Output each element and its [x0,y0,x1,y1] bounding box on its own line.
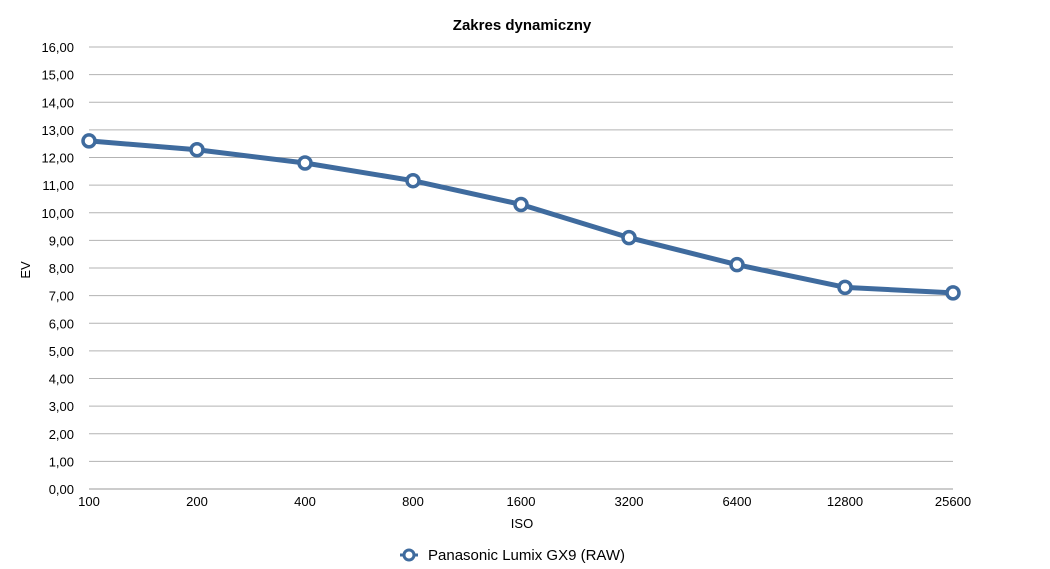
series-line [86,138,956,296]
x-tick-label: 400 [294,494,316,509]
y-axis-ticks: 0,00 1,00 2,00 3,00 4,00 5,00 6,00 7,00 8,00 9,00… [41,40,74,497]
y-tick-label: 11,00 [42,178,74,193]
y-tick-label: 12,00 [41,151,74,166]
x-tick-label: 1600 [507,494,536,509]
x-tick-label: 200 [186,494,208,509]
y-tick-label: 15,00 [41,68,74,83]
y-axis-label: EV [18,261,33,279]
y-tick-label: 10,00 [41,206,74,221]
y-tick-label: 3,00 [49,399,74,414]
x-axis-label: ISO [511,516,533,531]
data-point [513,196,529,213]
series-group [81,133,961,301]
x-tick-label: 100 [78,494,100,509]
legend-label: Panasonic Lumix GX9 (RAW) [428,547,625,564]
y-tick-label: 0,00 [49,482,74,497]
data-point [405,172,421,189]
chart-title: Zakres dynamiczny [453,17,592,34]
grid [89,46,953,490]
data-point [81,133,97,149]
y-tick-label: 13,00 [41,123,74,138]
y-tick-label: 5,00 [49,344,74,359]
y-tick-label: 8,00 [49,261,74,276]
x-axis-ticks: 100 200 400 800 1600 3200 6400 12800 25600 [78,494,971,509]
x-tick-label: 25600 [935,494,971,509]
y-tick-label: 16,00 [41,40,74,55]
data-point [837,279,853,296]
data-point [297,155,313,171]
x-tick-label: 6400 [723,494,752,509]
data-point [189,142,205,158]
y-tick-label: 14,00 [41,95,74,110]
y-tick-label: 7,00 [49,289,74,304]
y-tick-label: 2,00 [49,427,74,442]
legend: Panasonic Lumix GX9 (RAW) [400,547,625,564]
y-tick-label: 4,00 [49,372,74,387]
x-tick-label: 12800 [827,494,863,509]
y-tick-label: 6,00 [49,316,74,331]
data-point [945,285,961,301]
y-tick-label: 9,00 [49,233,74,248]
y-tick-label: 1,00 [49,454,74,469]
x-tick-label: 3200 [615,494,644,509]
data-point [621,229,637,246]
data-point [729,256,745,273]
x-tick-label: 800 [402,494,424,509]
legend-marker [402,548,416,562]
